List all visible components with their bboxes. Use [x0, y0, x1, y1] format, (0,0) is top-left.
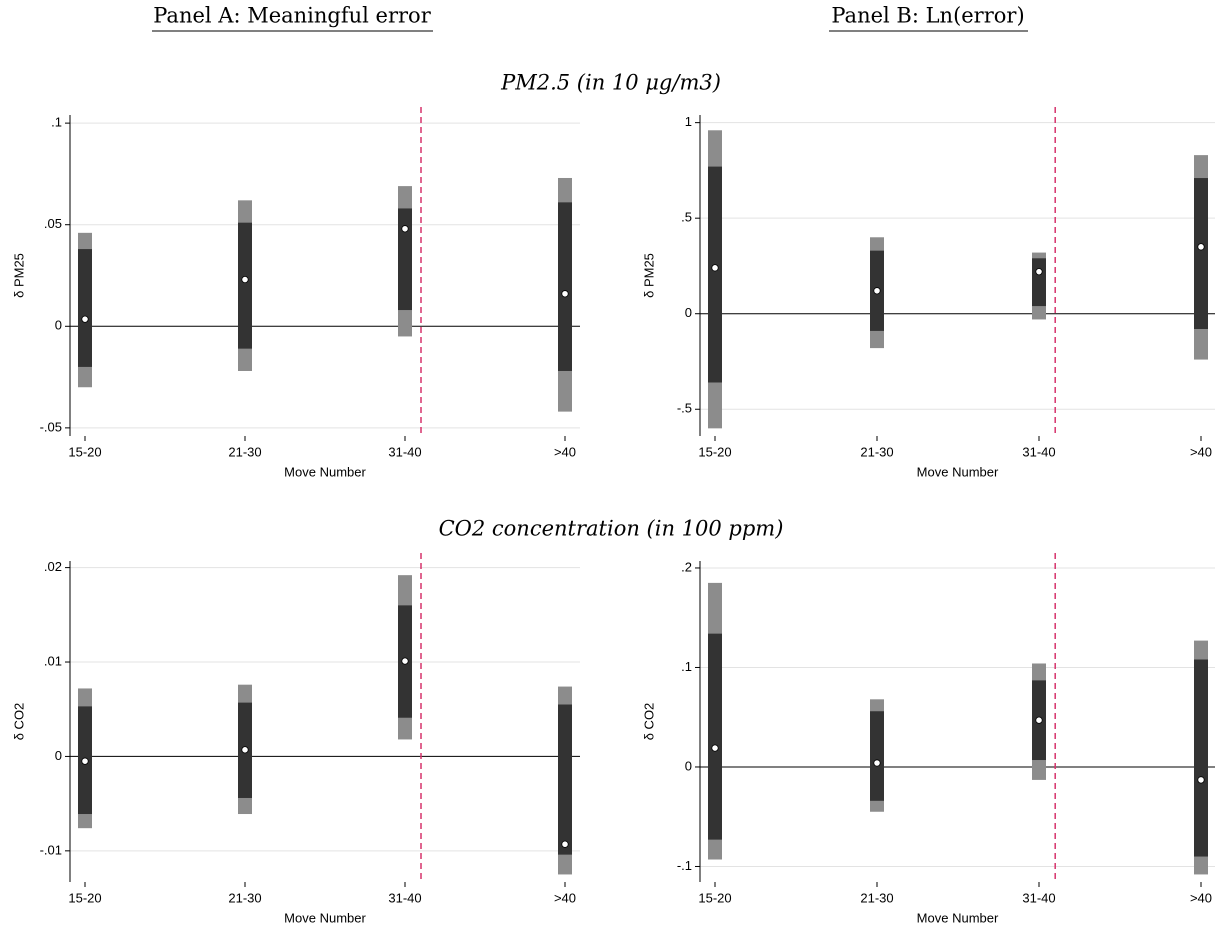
point-estimate [1035, 716, 1043, 724]
y-tick-label: 0 [55, 748, 62, 763]
x-axis-label: Move Number [284, 464, 366, 479]
panel-header: Panel B: Ln(error) [831, 4, 1024, 28]
point-estimate [81, 315, 89, 323]
x-tick-label: 15-20 [68, 444, 101, 459]
row-title: PM2.5 (in 10 μg/m3) [500, 71, 721, 95]
y-axis-label: δ CO2 [641, 703, 656, 741]
y-tick-label: -.05 [40, 419, 62, 434]
y-tick-label: .2 [681, 559, 692, 574]
x-tick-label: >40 [1190, 890, 1212, 905]
y-tick-label: 0 [685, 758, 692, 773]
x-tick-label: 31-40 [388, 444, 421, 459]
point-estimate [241, 275, 249, 284]
x-tick-label: >40 [554, 890, 576, 905]
x-tick-label: 21-30 [228, 890, 261, 905]
point-estimate [401, 225, 409, 233]
ci-inner [870, 711, 884, 801]
y-tick-label: .05 [44, 216, 62, 231]
x-tick-label: 15-20 [698, 890, 731, 905]
ci-inner [1032, 258, 1046, 307]
x-tick-label: 15-20 [68, 890, 101, 905]
x-axis-label: Move Number [284, 910, 366, 925]
y-tick-label: -.5 [677, 401, 692, 416]
point-estimate [1197, 776, 1205, 784]
y-tick-label: .02 [44, 559, 62, 574]
y-tick-label: 1 [685, 114, 692, 129]
ci-inner [78, 249, 92, 367]
y-axis-label: δ PM25 [641, 253, 656, 298]
y-axis-label: δ CO2 [11, 703, 26, 741]
y-tick-label: .1 [681, 659, 692, 674]
y-tick-label: .01 [44, 653, 62, 668]
point-estimate [711, 744, 719, 752]
x-tick-label: >40 [1190, 444, 1212, 459]
point-estimate [401, 657, 409, 665]
point-estimate [241, 746, 249, 754]
x-axis-label: Move Number [917, 464, 999, 479]
point-estimate [873, 287, 881, 295]
x-tick-label: 31-40 [1022, 890, 1055, 905]
ci-inner [558, 202, 572, 371]
ci-inner [238, 222, 252, 349]
y-axis-label: δ PM25 [11, 253, 26, 298]
ci-inner [558, 704, 572, 855]
x-tick-label: 15-20 [698, 444, 731, 459]
x-tick-label: 21-30 [860, 444, 893, 459]
ci-inner [708, 166, 722, 383]
panel-header: Panel A: Meaningful error [153, 4, 431, 28]
point-estimate [1197, 243, 1205, 251]
point-estimate [561, 840, 569, 848]
y-tick-label: -.1 [677, 858, 692, 873]
x-tick-label: 21-30 [860, 890, 893, 905]
x-tick-label: >40 [554, 444, 576, 459]
ci-inner [1194, 659, 1208, 857]
point-estimate [711, 264, 719, 272]
x-tick-label: 31-40 [1022, 444, 1055, 459]
y-tick-label: -.01 [40, 842, 62, 857]
y-tick-label: .1 [51, 115, 62, 130]
ci-inner [708, 633, 722, 840]
y-tick-label: .5 [681, 210, 692, 225]
point-estimate [1035, 268, 1043, 276]
point-estimate [561, 290, 569, 298]
x-axis-label: Move Number [917, 910, 999, 925]
point-estimate [81, 757, 89, 765]
x-tick-label: 31-40 [388, 890, 421, 905]
y-tick-label: 0 [685, 305, 692, 320]
x-tick-label: 21-30 [228, 444, 261, 459]
row-title: CO2 concentration (in 100 ppm) [439, 517, 784, 541]
y-tick-label: 0 [55, 318, 62, 333]
ci-inner [398, 208, 412, 311]
ci-inner [1194, 178, 1208, 329]
point-estimate [873, 759, 881, 767]
